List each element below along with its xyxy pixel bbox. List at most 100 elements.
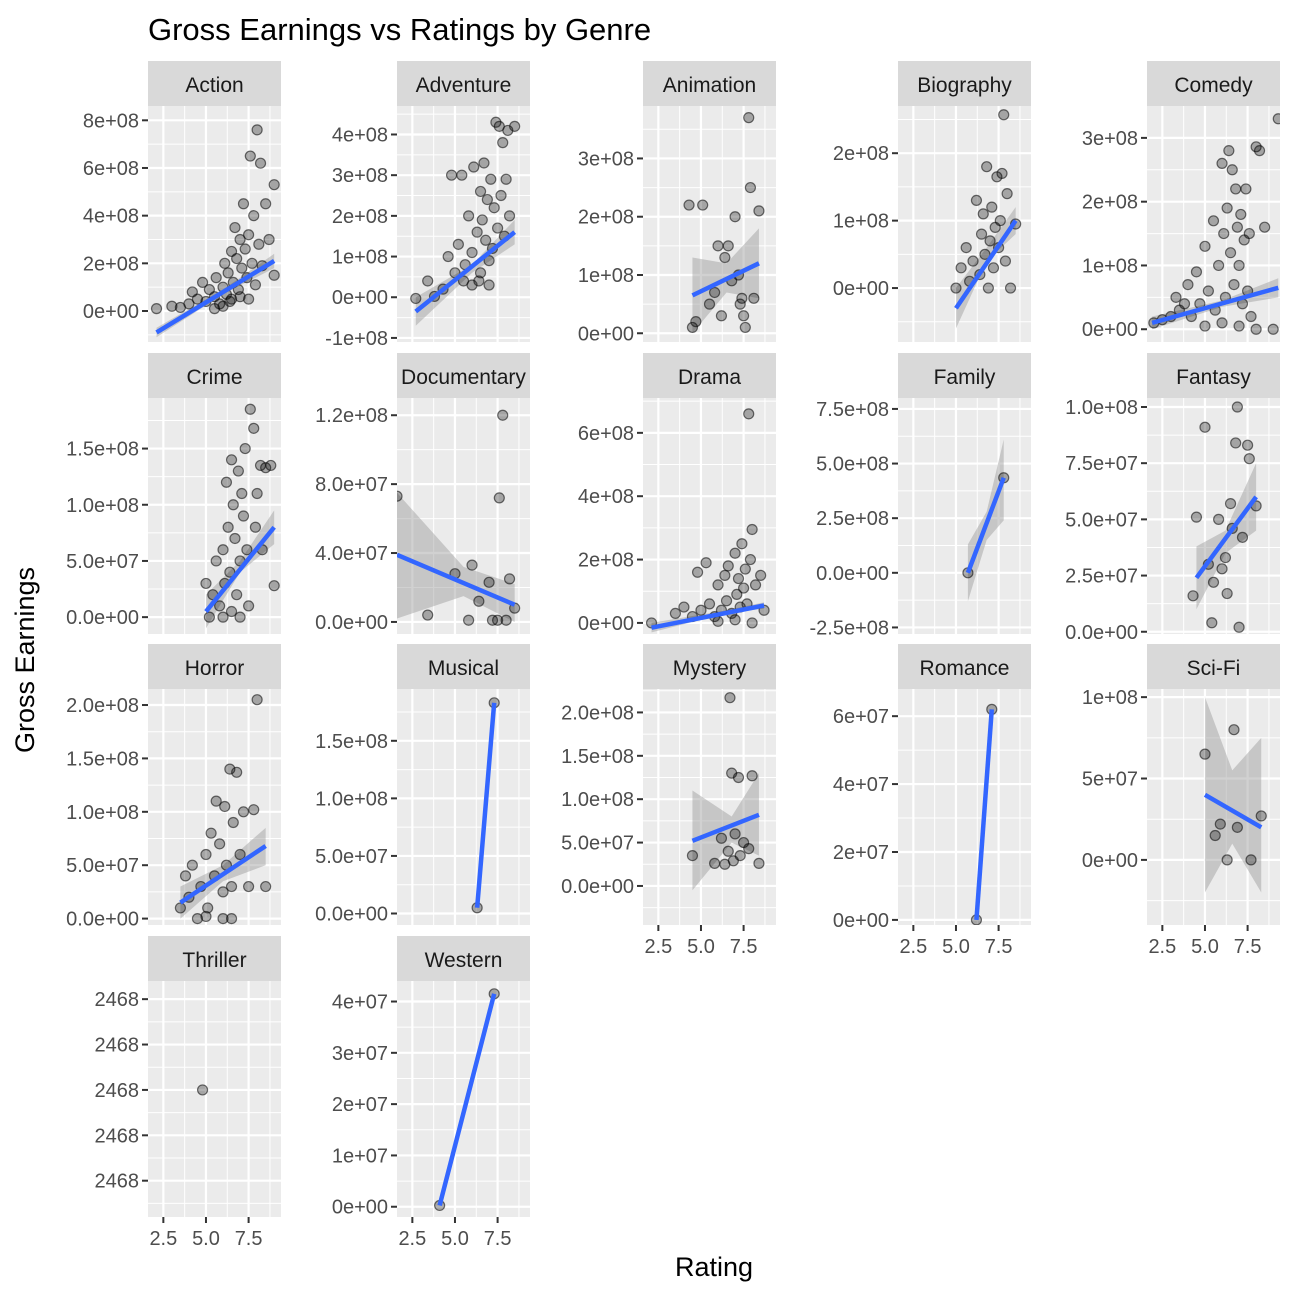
gridlines [643,398,776,634]
plot-layer [471,697,500,914]
data-point [729,211,741,223]
data-point [1250,323,1262,335]
gridlines [643,689,776,925]
data-point [1216,317,1228,329]
data-point [1228,278,1240,291]
data-point [217,912,229,925]
fit-line [155,259,276,335]
facet-strip [148,644,281,689]
facet-panel-drama: Drama 0e+00 2e+08 4e+08 6e+08 [578,353,776,635]
data-point [1230,183,1242,195]
facet-strip-label: Adventure [416,74,512,97]
data-point [493,492,505,504]
plot-layer [200,403,280,629]
data-point [217,886,229,898]
data-point [179,870,192,882]
y-tick-label: 5.0e+07 [1065,509,1138,531]
y-tick-label: 0.0e+00 [315,903,388,925]
data-point [196,1084,209,1096]
data-point [691,566,704,578]
y-tick-label: 4e+07 [332,992,388,1014]
data-point [248,422,260,434]
data-point [268,580,280,592]
y-tick-label: 2468 [95,1080,140,1102]
data-point [474,267,487,279]
y-tick-label: 1e+08 [1082,687,1138,709]
panel-background [643,106,776,342]
data-point [1004,282,1017,294]
data-point [1224,247,1237,259]
data-point [1199,421,1211,433]
y-tick-label: 2e+08 [332,206,388,228]
data-point [397,490,403,502]
fit-line [437,993,497,1207]
data-point [955,262,967,274]
data-point [236,487,248,500]
data-point [739,563,751,575]
data-point [736,538,748,550]
data-point [492,614,504,626]
facet-strip [643,61,776,106]
data-point [1236,531,1249,543]
data-point [210,795,222,807]
panel-background [1147,398,1280,634]
data-point [703,598,716,610]
facet-panel-biography: Biography 0e+00 1e+08 2e+08 [833,61,1031,342]
data-point [488,202,500,214]
y-tick-label: 1.0e+08 [66,495,139,517]
fit-line [974,709,995,921]
y-tick-label: 0e+00 [1082,850,1138,872]
data-point [227,499,239,511]
data-point [234,291,246,303]
data-point [683,199,695,211]
facet-panel-mystery: Mystery 0.0e+00 5.0e+07 1.0e+08 1.5e+08 2.0e+… [561,644,776,958]
data-point [229,221,241,234]
data-point [746,770,758,782]
y-tick-label: 5.0e+07 [315,846,388,868]
plot-layer [683,112,765,334]
data-point [225,454,238,466]
data-point [225,293,238,305]
data-point [686,321,699,334]
data-point [263,233,275,246]
data-point [1178,298,1191,310]
data-point [984,235,996,247]
data-point [1216,563,1228,575]
data-point [987,262,1000,274]
facet-strip [643,353,776,398]
x-tick-label: 7.5 [985,936,1013,958]
x-tick-label: 2.5 [398,1228,426,1250]
data-point [1214,818,1226,830]
data-point [1001,188,1013,200]
y-tick-label: 0e+00 [578,323,634,345]
data-point [248,804,260,816]
plot-layer [434,988,500,1212]
data-point [191,293,204,305]
data-point [202,902,214,914]
data-point [231,766,243,778]
data-point [686,849,699,862]
data-point [466,559,478,571]
data-point [492,222,504,234]
facet-strip-label: Fantasy [1176,366,1251,389]
gridlines [898,106,1031,342]
panel-background [397,981,530,1217]
y-tick-label: 1e+07 [332,1145,388,1167]
data-point [736,292,748,304]
data-point [1245,854,1257,866]
data-point [724,692,736,704]
facet-strip-label: Horror [185,657,245,680]
data-point [186,859,198,871]
data-point [709,286,721,299]
data-point [1199,748,1211,760]
plot-layer [174,694,272,925]
data-point [254,157,267,169]
data-point [1228,724,1240,736]
y-tick-label: 2468 [95,989,140,1011]
y-tick-label: 0.0e+00 [66,607,139,629]
y-tick-label: 2468 [95,1035,140,1057]
data-point [217,544,229,556]
data-point [970,194,983,206]
data-point [1219,551,1232,564]
data-point [210,555,222,567]
